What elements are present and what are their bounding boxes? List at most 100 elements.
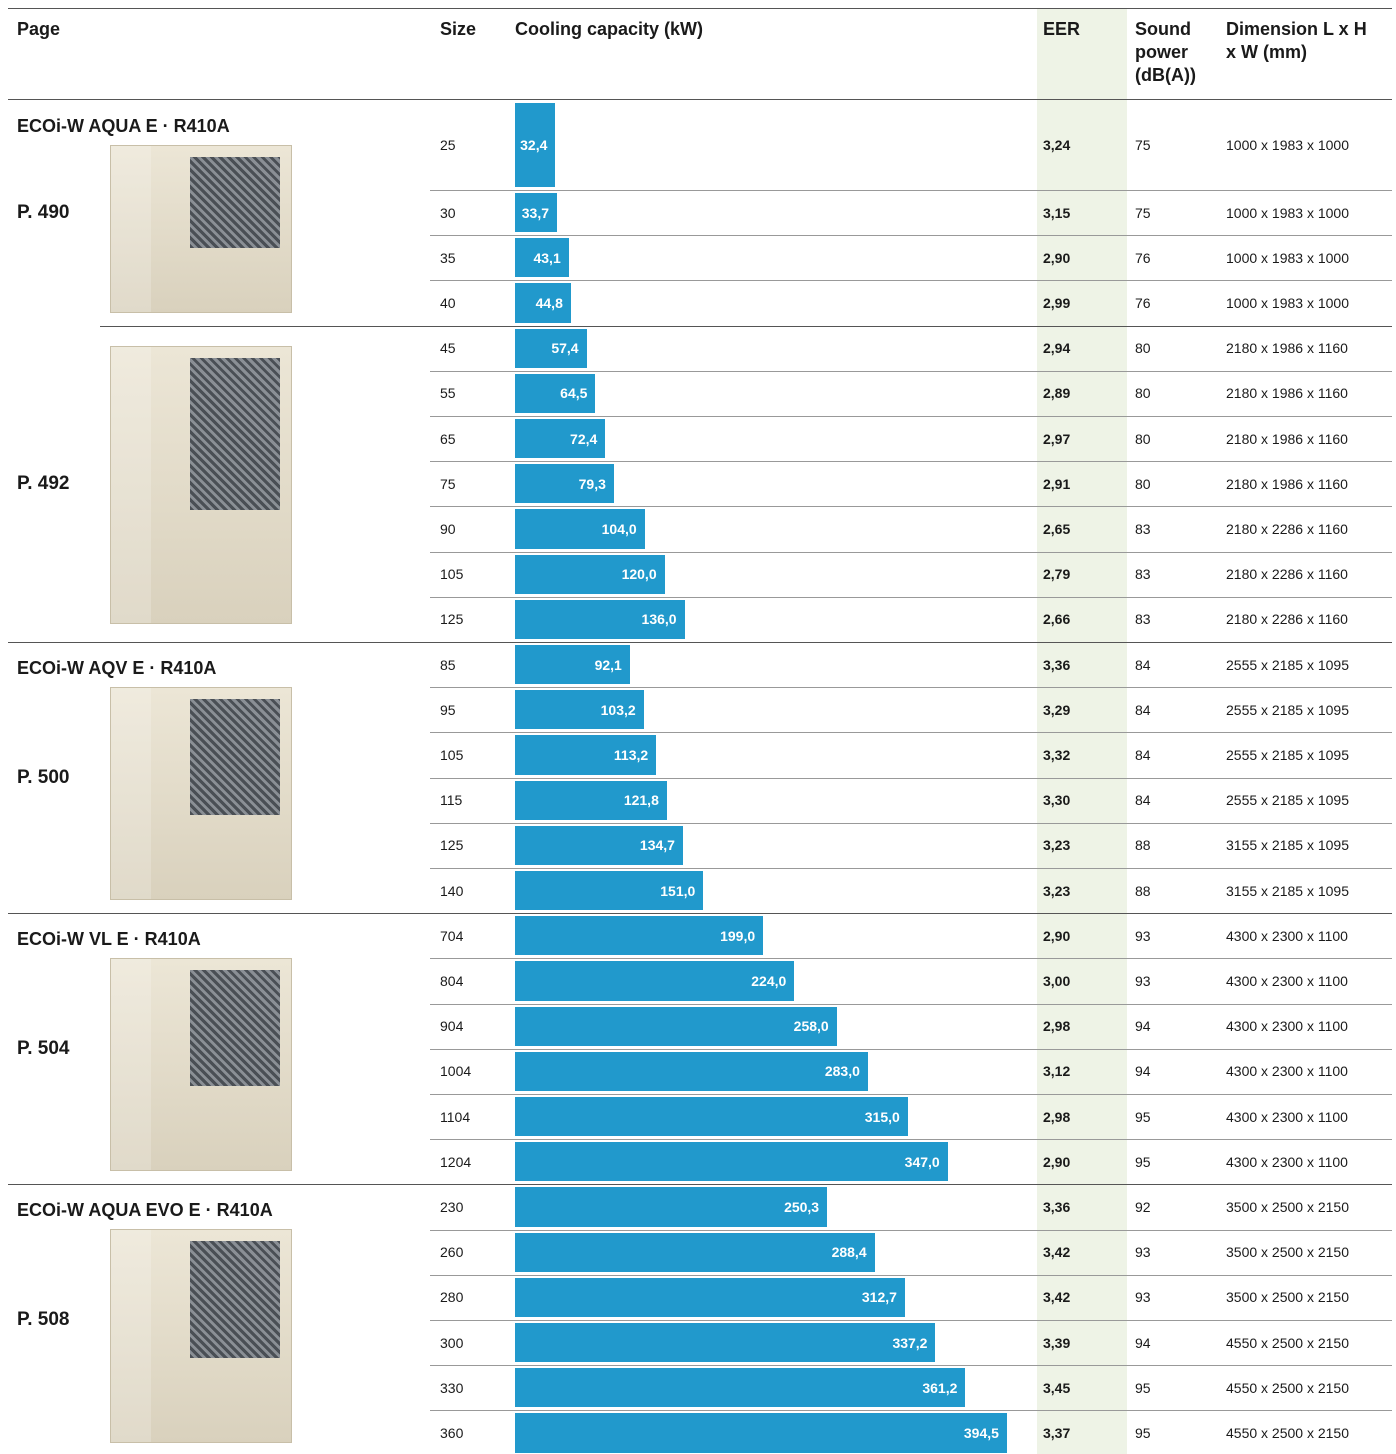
capacity-bar: 394,5 [515, 1413, 1007, 1453]
capacity-label: 44,8 [535, 294, 563, 311]
capacity-label: 57,4 [551, 340, 579, 357]
product-grille [190, 357, 280, 510]
header-sound: Sound power (dB(A)) [1135, 19, 1196, 85]
row-rule [430, 506, 1392, 508]
capacity-bar: 113,2 [515, 735, 657, 775]
row-rule [430, 461, 1392, 463]
row-rule [430, 1094, 1392, 1095]
top-rule [8, 8, 1392, 9]
sound-power: 80 [1135, 340, 1151, 357]
capacity-bar: 315,0 [515, 1097, 908, 1137]
dimension: 4550 x 2500 x 2150 [1226, 1424, 1349, 1441]
dimension: 4300 x 2300 x 1100 [1226, 1018, 1348, 1035]
size: 125 [440, 837, 464, 854]
size: 95 [440, 701, 456, 718]
capacity-label: 337,2 [892, 1334, 928, 1351]
size: 125 [440, 611, 464, 628]
size: 140 [440, 882, 464, 899]
capacity-bar: 33,7 [515, 193, 558, 233]
sound-power: 84 [1135, 746, 1151, 763]
dimension: 2180 x 1986 x 1160 [1226, 475, 1348, 492]
sound-power: 94 [1135, 1063, 1151, 1080]
row-rule [430, 687, 1392, 689]
group-rule [100, 325, 1392, 327]
eer: 2,98 [1043, 1018, 1071, 1035]
eer: 3,42 [1043, 1289, 1071, 1306]
sound-power: 94 [1135, 1334, 1151, 1351]
capacity-bar: 224,0 [515, 961, 795, 1001]
sound-power: 76 [1135, 249, 1151, 266]
sound-power: 80 [1135, 385, 1151, 402]
size: 105 [440, 746, 464, 763]
capacity-label: 64,5 [560, 385, 588, 402]
sound-power: 88 [1135, 882, 1151, 899]
capacity-label: 283,0 [824, 1063, 860, 1080]
group-title: ECOi-W AQV E · R410A [17, 658, 217, 678]
sound-power: 93 [1135, 972, 1151, 989]
product-grille [190, 970, 280, 1087]
row-rule [430, 822, 1392, 824]
dimension: 2555 x 2185 x 1095 [1226, 746, 1349, 763]
sound-power: 83 [1135, 520, 1151, 537]
sound-power: 80 [1135, 430, 1151, 447]
size: 300 [440, 1334, 464, 1351]
row-rule [430, 1048, 1392, 1050]
eer: 3,45 [1043, 1379, 1071, 1396]
size: 330 [440, 1379, 464, 1396]
size: 85 [440, 656, 456, 673]
dimension: 3500 x 2500 x 2150 [1226, 1198, 1349, 1215]
row-rule [430, 235, 1392, 237]
capacity-label: 33,7 [521, 204, 550, 221]
sound-power: 95 [1135, 1379, 1151, 1396]
size: 804 [440, 972, 464, 989]
eer: 3,36 [1043, 656, 1071, 673]
capacity-label: 104,0 [601, 520, 637, 537]
capacity-bar: 199,0 [515, 916, 764, 956]
row-rule [430, 1139, 1392, 1141]
capacity-label: 151,0 [660, 882, 696, 899]
capacity-label: 258,0 [793, 1018, 829, 1035]
row-rule [430, 596, 1392, 598]
capacity-label: 121,8 [623, 792, 659, 809]
capacity-label: 136,0 [641, 611, 677, 628]
capacity-label: 113,2 [613, 746, 649, 763]
eer: 3,12 [1043, 1063, 1071, 1080]
sound-power: 84 [1135, 792, 1151, 809]
sound-power: 84 [1135, 656, 1151, 673]
row-rule [430, 1274, 1392, 1276]
eer: 2,90 [1043, 1153, 1071, 1170]
product-grille [190, 157, 280, 249]
capacity-bar: 283,0 [515, 1051, 868, 1091]
product-grille [190, 699, 280, 816]
capacity-label: 120,0 [621, 566, 657, 583]
group-title: ECOi-W VL E · R410A [17, 929, 201, 950]
size: 65 [440, 430, 456, 447]
sound-power: 95 [1135, 1108, 1151, 1125]
page-ref: P. 508 [17, 1309, 70, 1330]
capacity-bar: 64,5 [515, 373, 596, 413]
sound-power: 95 [1135, 1153, 1151, 1170]
eer: 2,98 [1043, 1108, 1071, 1125]
eer: 2,89 [1043, 385, 1071, 402]
eer: 2,79 [1043, 566, 1071, 583]
capacity-bar: 44,8 [515, 283, 571, 323]
sound-power: 93 [1135, 927, 1151, 944]
page-ref: P. 500 [17, 766, 70, 788]
capacity-label: 361,2 [922, 1379, 958, 1396]
capacity-bar: 136,0 [515, 599, 685, 639]
dimension: 3500 x 2500 x 2150 [1226, 1289, 1349, 1306]
row-rule [430, 416, 1392, 417]
capacity-label: 315,0 [864, 1108, 900, 1125]
eer: 3,29 [1043, 701, 1071, 718]
header-capacity: Cooling capacity (kW) [515, 19, 704, 39]
eer: 2,91 [1043, 475, 1071, 492]
size: 260 [440, 1244, 464, 1261]
capacity-bar: 72,4 [515, 419, 606, 459]
dimension: 3500 x 2500 x 2150 [1226, 1244, 1349, 1261]
capacity-label: 92,1 [594, 656, 622, 673]
capacity-label: 394,5 [963, 1424, 999, 1441]
capacity-label: 288,4 [831, 1244, 867, 1261]
capacity-bar: 79,3 [515, 464, 614, 504]
group-rule [8, 642, 1392, 643]
